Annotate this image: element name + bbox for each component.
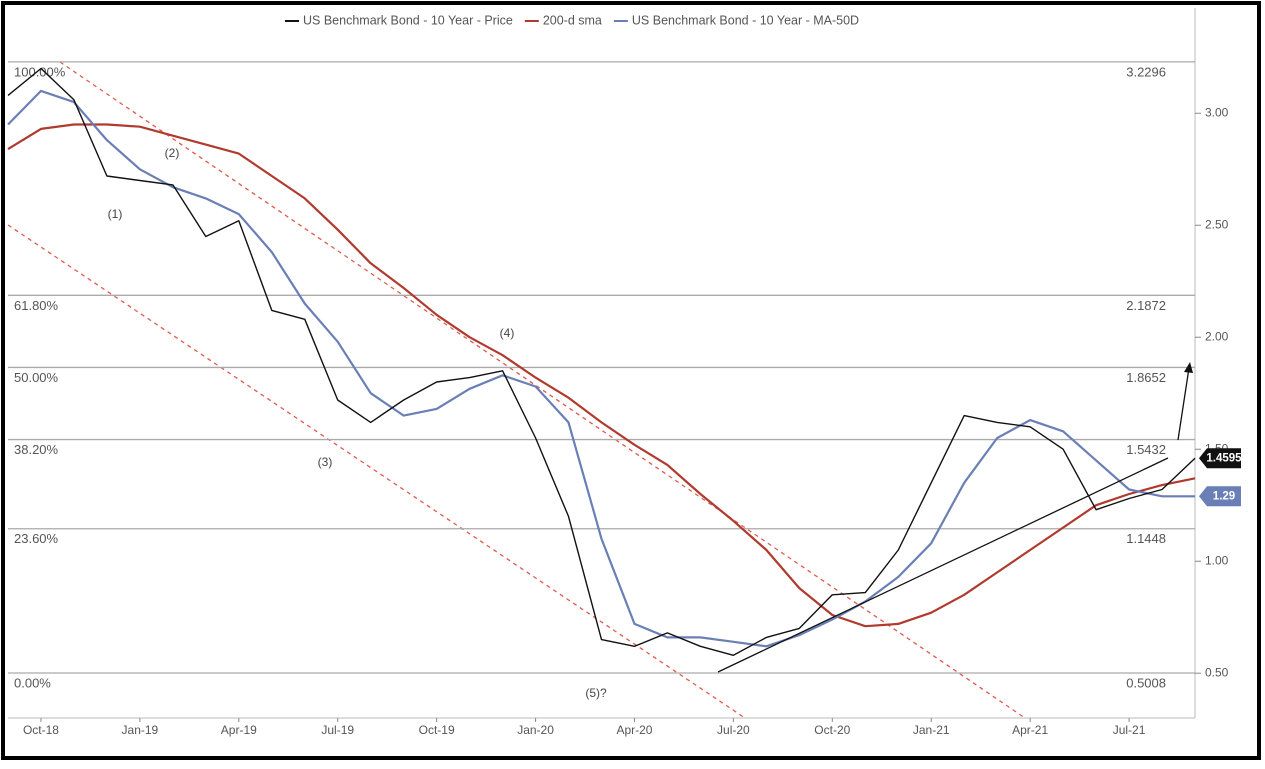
x-tick-label: Oct-18 xyxy=(23,723,59,737)
fib-label: 61.80% xyxy=(14,298,59,313)
fib-value: 1.8652 xyxy=(1126,370,1166,385)
fib-value: 2.1872 xyxy=(1126,298,1166,313)
x-tick-label: Jan-19 xyxy=(122,723,159,737)
x-tick-label: Apr-20 xyxy=(616,723,652,737)
x-tick-label: Apr-21 xyxy=(1012,723,1048,737)
y-tick-label: 1.00 xyxy=(1205,553,1229,567)
x-tick-label: Oct-19 xyxy=(419,723,455,737)
fib-value: 0.5008 xyxy=(1126,675,1166,690)
legend-label: 200-d sma xyxy=(543,13,602,27)
x-tick-label: Oct-20 xyxy=(814,723,850,737)
fib-label: 38.20% xyxy=(14,442,59,457)
y-tick-label: 2.50 xyxy=(1205,217,1229,231)
fib-label: 50.00% xyxy=(14,370,59,385)
annotation: (2) xyxy=(165,146,180,160)
fib-value: 1.1448 xyxy=(1126,531,1166,546)
legend-label: US Benchmark Bond - 10 Year - Price xyxy=(303,13,513,27)
channel-line xyxy=(59,61,1026,719)
series-line xyxy=(7,67,1196,656)
annotation: (5)? xyxy=(585,686,607,700)
annotation: (3) xyxy=(318,455,333,469)
trend-line xyxy=(717,457,1169,673)
arrow xyxy=(1177,367,1190,441)
fib-label: 0.00% xyxy=(14,675,51,690)
x-tick-label: Apr-19 xyxy=(221,723,257,737)
annotation: (1) xyxy=(108,207,123,221)
plot: 100.00% 3.2296 61.80% 2.1872 50.00% 1.8652 38.… xyxy=(7,61,1196,690)
y-tick-label: 0.50 xyxy=(1205,665,1229,679)
x-tick-label: Jul-20 xyxy=(717,723,750,737)
y-tick-label: 3.00 xyxy=(1205,105,1229,119)
fib-label: 23.60% xyxy=(14,531,59,546)
y-tick-label: 2.00 xyxy=(1205,329,1229,343)
fib-value: 1.5432 xyxy=(1126,442,1166,457)
fib-label: 100.00% xyxy=(14,64,66,79)
series-line xyxy=(7,123,1196,628)
price-tag-label: 1.29 xyxy=(1213,490,1235,502)
price-tag xyxy=(1199,448,1241,469)
price-tag xyxy=(1199,486,1241,507)
legend-label: US Benchmark Bond - 10 Year - MA-50D xyxy=(632,13,859,27)
arrow-head xyxy=(1184,362,1193,373)
annotation: (4) xyxy=(500,326,515,340)
fib-value: 3.2296 xyxy=(1126,64,1166,79)
price-tag-label: 1.4595 xyxy=(1206,452,1242,464)
x-tick-label: Jan-21 xyxy=(913,723,950,737)
series-line xyxy=(7,89,1195,648)
channel-line xyxy=(7,224,746,719)
x-tick-label: Jul-21 xyxy=(1113,723,1146,737)
x-tick-label: Jul-19 xyxy=(321,723,354,737)
x-tick-label: Jan-20 xyxy=(517,723,554,737)
